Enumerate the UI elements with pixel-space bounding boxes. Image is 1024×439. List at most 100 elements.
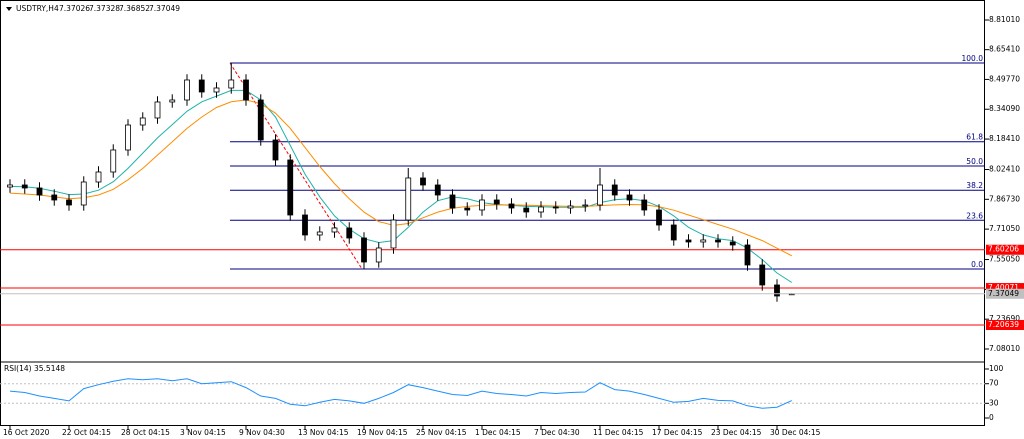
rsi-title: RSI(14): [4, 364, 32, 373]
fib-label: 38.2: [966, 181, 983, 190]
x-tick-label: 17 Dec 04:15: [652, 428, 703, 437]
candle-body: [700, 239, 707, 243]
candle-body: [656, 209, 662, 226]
candle-body: [154, 101, 161, 119]
candle-body: [464, 207, 471, 211]
candle-body: [125, 124, 131, 151]
fib-label: 61.8: [966, 133, 983, 142]
candle-body: [567, 205, 574, 209]
moving-average: [9, 89, 793, 283]
fib-trend: [229, 62, 363, 270]
fib-label: 100.0: [962, 54, 984, 63]
x-tick-label: 22 Oct 04:15: [62, 428, 111, 437]
candle-body: [272, 139, 279, 161]
price-tag: [986, 244, 1024, 255]
y-tick-label: 8.34090: [989, 104, 1020, 113]
candle-body: [626, 194, 633, 201]
y-tick-label: 8.02410: [989, 164, 1020, 173]
candle-body: [523, 207, 530, 213]
candle-body: [361, 237, 367, 263]
y-tick-label: 8.81010: [989, 15, 1020, 24]
candle-body: [316, 231, 323, 236]
candle-body: [346, 227, 353, 239]
moving-average: [9, 99, 793, 257]
x-tick-label: 3 Nov 04:15: [180, 428, 226, 437]
header-close: 7.37049: [149, 4, 180, 13]
fib-label: 23.6: [966, 211, 983, 220]
candle-body: [287, 159, 294, 216]
x-tick-label: 16 Oct 2020: [3, 428, 50, 437]
price-tag: [986, 283, 1024, 294]
price-tag: [986, 319, 1024, 330]
header-low: 7.36852: [119, 4, 150, 13]
candle-body: [139, 117, 146, 126]
candle-body: [213, 87, 220, 93]
price-tag-label: 7.60206: [988, 245, 1019, 254]
candle-body: [80, 181, 87, 206]
candle-body: [405, 177, 412, 221]
x-tick-label: 28 Oct 04:15: [121, 428, 170, 437]
candle-body: [670, 224, 677, 241]
candle-body: [774, 284, 780, 297]
candle-body: [508, 203, 515, 209]
candle-body: [21, 184, 28, 189]
candle-body: [51, 194, 58, 201]
x-tick-label: 19 Nov 04:15: [357, 428, 408, 437]
x-tick-label: 23 Dec 04:15: [711, 428, 762, 437]
y-tick-label: 70: [989, 379, 999, 388]
candle-body: [597, 184, 603, 206]
y-tick-label: 7.71050: [989, 224, 1020, 233]
rsi-last: 35.5148: [34, 364, 65, 373]
y-tick-label: 30: [989, 398, 999, 407]
y-tick-label: 7.86730: [989, 194, 1020, 203]
candle-body: [228, 79, 235, 89]
y-tick-label: 8.18410: [989, 134, 1020, 143]
candle-body: [434, 184, 441, 196]
x-tick-label: 13 Nov 04:15: [298, 428, 349, 437]
candle-body: [169, 99, 176, 103]
candle-body: [479, 199, 485, 211]
symbol-title: USDTRY,H4: [16, 4, 59, 13]
fib-label: 0.0: [971, 260, 983, 269]
candle-body: [493, 199, 500, 205]
y-tick-label: 7.23690: [989, 314, 1020, 323]
candle-body: [257, 99, 264, 141]
y-tick-label: 7.08010: [989, 344, 1020, 353]
candle-body: [375, 247, 382, 263]
candle-body: [66, 199, 72, 206]
rsi-line: [9, 378, 793, 409]
price-tag: [986, 288, 1024, 299]
candle-body: [759, 264, 766, 286]
header-high: 7.37328: [89, 4, 120, 13]
plot-frame: [0, 0, 985, 426]
candle-body: [611, 184, 618, 196]
x-tick-label: 7 Dec 04:30: [534, 428, 580, 437]
candle-body: [390, 219, 397, 249]
candle-body: [331, 227, 338, 233]
candle-body: [110, 149, 117, 173]
x-tick-label: 11 Dec 04:15: [593, 428, 644, 437]
candle-body: [243, 79, 249, 101]
candle-body: [198, 79, 205, 93]
x-tick-label: 30 Dec 04:15: [770, 428, 821, 437]
y-tick-label: 8.49770: [989, 74, 1020, 83]
header-open: 7.37026: [59, 4, 90, 13]
menu-arrow[interactable]: [6, 7, 12, 11]
x-tick-label: 9 Nov 04:30: [239, 428, 285, 437]
candle-body: [538, 206, 544, 213]
candle-body: [641, 199, 648, 211]
candle-body: [449, 194, 456, 209]
candle-body: [302, 214, 308, 236]
candle-body: [744, 244, 751, 266]
price-tag-label: 7.40071: [988, 283, 1019, 292]
candle-body: [685, 239, 692, 243]
y-tick-label: 0: [989, 413, 994, 422]
x-tick-label: 1 Dec 04:15: [475, 428, 521, 437]
fib-label: 50.0: [966, 157, 983, 166]
y-tick-label: 100: [989, 364, 1004, 373]
candle-body: [420, 177, 426, 186]
y-tick-label: 7.55050: [989, 255, 1020, 264]
candle-body: [729, 241, 736, 246]
